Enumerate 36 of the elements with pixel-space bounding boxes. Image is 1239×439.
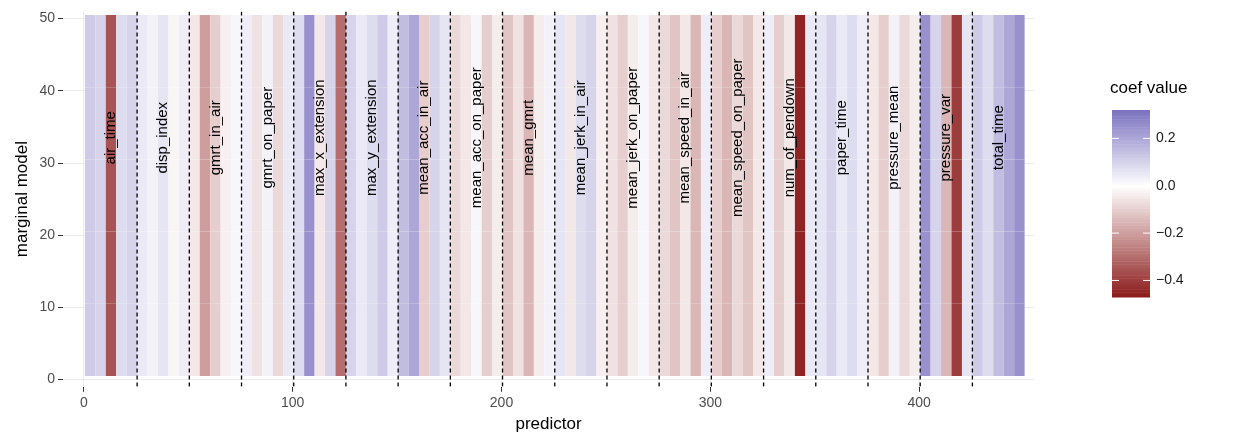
- annotation: gmrt_on_paper: [257, 86, 275, 189]
- color-bar-label: 0.0: [1156, 176, 1176, 193]
- annotation: gmrt_in_air: [205, 100, 223, 176]
- annotation: air_time: [101, 111, 119, 165]
- x-tick-label: 400: [907, 394, 932, 411]
- annotation: pressure_var: [936, 93, 954, 182]
- annotation: total_time: [988, 105, 1006, 171]
- y-tick-label: 0: [47, 370, 56, 387]
- annotation: num_of_pendown: [779, 78, 797, 198]
- annotation: mean_speed_on_paper: [727, 58, 745, 217]
- annotation: mean_jerk_on_paper: [623, 66, 641, 209]
- color-bar-label: −0.4: [1156, 271, 1184, 288]
- annotation: max_x_extension: [309, 79, 327, 197]
- y-tick-label: 40: [39, 81, 56, 98]
- y-tick-label: 20: [39, 226, 56, 243]
- x-tick-label: 0: [79, 394, 88, 411]
- annotation: mean_jerk_in_air: [570, 80, 588, 196]
- annotation: paper_time: [832, 100, 850, 176]
- annotation: mean_acc_on_paper: [466, 67, 484, 209]
- x-tick-label: 200: [489, 394, 514, 411]
- y-tick-label: 30: [39, 153, 56, 170]
- annotation: mean_acc_in_air: [414, 80, 432, 195]
- y-tick-label: 10: [39, 298, 56, 315]
- annotation: pressure_mean: [884, 85, 902, 190]
- annotation: mean_speed_in_air: [675, 71, 693, 204]
- annotation: max_y_extension: [362, 79, 380, 197]
- annotation: mean_gmrt: [518, 98, 536, 176]
- color-bar-label: −0.2: [1156, 223, 1184, 240]
- x-axis-title: predictor: [515, 414, 582, 434]
- y-axis-title: marginal model: [11, 140, 31, 258]
- annotation: disp_index: [153, 101, 171, 174]
- x-tick-label: 100: [281, 394, 305, 411]
- color-bar-label: 0.2: [1156, 129, 1176, 146]
- color-bar-title: coef value: [1110, 77, 1188, 97]
- x-tick-label: 300: [698, 394, 723, 411]
- y-tick-label: 50: [39, 9, 56, 26]
